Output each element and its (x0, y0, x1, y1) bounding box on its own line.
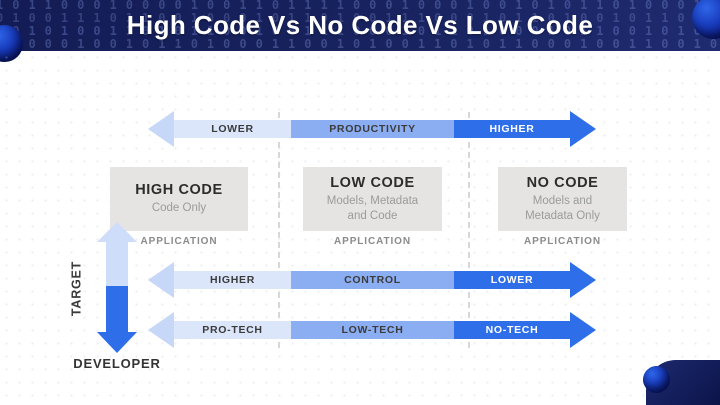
box-title: HIGH CODE (135, 182, 223, 199)
sphere-decoration-icon (0, 25, 23, 62)
box-subtitle: Models, Metadata and Code (326, 195, 419, 222)
arrow-left-head-icon (148, 111, 174, 147)
arrow-right-head-icon (570, 312, 596, 348)
control-axis-arrow: HIGHER CONTROL LOWER (148, 262, 596, 298)
productivity-axis-arrow: LOWER PRODUCTIVITY HIGHER (148, 111, 596, 147)
segment-no-tech: NO-TECH (454, 321, 570, 339)
segment-control-lower: LOWER (454, 271, 570, 289)
segment-control-higher: HIGHER (174, 271, 291, 289)
binary-pattern: 0100111011001000101101001110001011010010… (0, 11, 720, 25)
segment-label: PRODUCTIVITY (329, 123, 416, 135)
segment-low-tech: LOW-TECH (291, 321, 454, 339)
box-subtitle: Code Only (151, 202, 207, 215)
segment-control: CONTROL (291, 271, 454, 289)
application-caption: APPLICATION (140, 236, 218, 247)
binary-pattern: 1011000100001001101111000100010010101101… (0, 0, 720, 12)
segment-label: CONTROL (344, 274, 401, 286)
vertical-arrow-up-head-icon (97, 222, 137, 242)
segment-label: HIGHER (209, 274, 256, 286)
high-code-box: HIGH CODE Code Only (110, 167, 248, 231)
vertical-arrow-shaft-light (106, 241, 128, 286)
page-title: High Code Vs No Code Vs Low Code (126, 10, 594, 40)
segment-label: HIGHER (489, 123, 535, 135)
column-divider (278, 112, 280, 348)
low-code-box: LOW CODE Models, Metadata and Code (303, 167, 442, 231)
segment-label: LOW-TECH (341, 324, 404, 336)
header-banner: 1011000100001001101111000100010010101101… (0, 0, 720, 51)
sphere-decoration-icon (643, 366, 670, 393)
segment-pro-tech: PRO-TECH (174, 321, 291, 339)
no-code-box: NO CODE Models and Metadata Only (498, 167, 627, 231)
arrow-left-head-icon (148, 312, 174, 348)
developer-label: DEVELOPER (73, 356, 161, 371)
box-title: LOW CODE (330, 175, 415, 192)
box-title: NO CODE (526, 175, 599, 192)
binary-pattern: 1100010010110100011001010011010110001001… (0, 37, 720, 51)
application-caption: APPLICATION (334, 236, 411, 247)
application-caption: APPLICATION (524, 236, 601, 247)
column-divider (468, 112, 470, 348)
vertical-arrow-shaft-dark (106, 286, 128, 333)
segment-label: NO-TECH (485, 324, 539, 336)
target-label: TARGET (69, 260, 84, 317)
box-subtitle: Models and Metadata Only (525, 195, 600, 222)
tech-axis-arrow: PRO-TECH LOW-TECH NO-TECH (148, 312, 596, 348)
arrow-right-head-icon (570, 111, 596, 147)
binary-pattern: 0010100110101100100111000101101000101100… (0, 24, 720, 38)
segment-productivity-higher: HIGHER (454, 120, 570, 138)
vertical-arrow-down-head-icon (97, 332, 137, 353)
segment-label: LOWER (211, 123, 254, 135)
segment-productivity-lower: LOWER (174, 120, 291, 138)
arrow-left-head-icon (148, 262, 174, 298)
segment-productivity: PRODUCTIVITY (291, 120, 454, 138)
arrow-right-head-icon (570, 262, 596, 298)
segment-label: LOWER (490, 274, 534, 286)
segment-label: PRO-TECH (202, 324, 263, 336)
